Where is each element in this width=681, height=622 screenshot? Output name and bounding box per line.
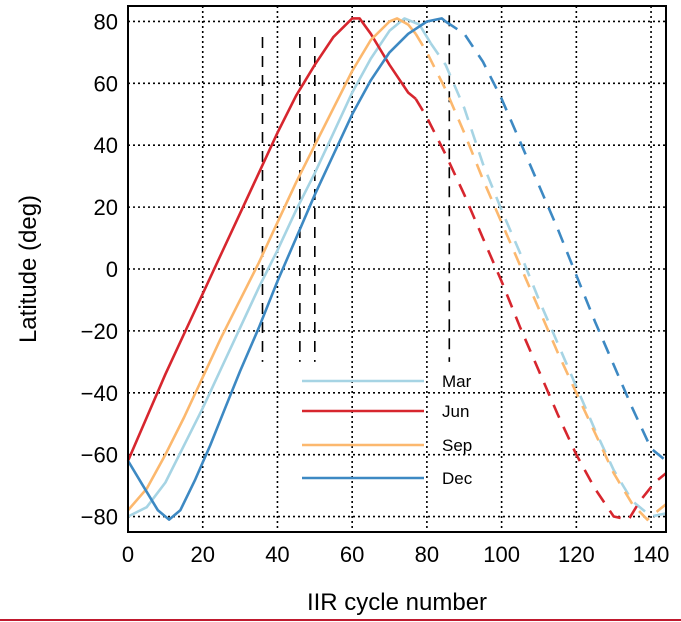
legend: Mar Jun Sep Dec xyxy=(302,372,473,488)
series-line-dec-solid xyxy=(126,17,447,521)
y-tick-label: 0 xyxy=(106,257,118,282)
plot-frame xyxy=(127,5,667,533)
x-tick-label: 0 xyxy=(122,542,134,567)
series-line-mar-dashed xyxy=(429,42,667,518)
series-group xyxy=(126,17,667,522)
y-tick-labels: −80 −60 −40 −20 0 20 40 60 80 xyxy=(81,9,118,529)
y-tick-label: 20 xyxy=(94,195,118,220)
x-tick-label: 120 xyxy=(558,542,595,567)
series-line-dec-dashed xyxy=(444,20,667,462)
y-tick-label: −40 xyxy=(81,381,118,406)
series-line-sep-solid xyxy=(127,17,417,512)
legend-label-mar: Mar xyxy=(442,372,472,391)
y-tick-label: −20 xyxy=(81,319,118,344)
legend-label-sep: Sep xyxy=(442,436,472,455)
series-line-mar-solid xyxy=(127,17,432,518)
y-tick-label: −80 xyxy=(81,505,118,530)
y-tick-label: 40 xyxy=(94,133,118,158)
x-tick-label: 140 xyxy=(633,542,670,567)
x-tick-label: 80 xyxy=(415,542,439,567)
x-tick-label: 100 xyxy=(483,542,520,567)
series-line-jun-dashed xyxy=(414,98,667,522)
legend-label-jun: Jun xyxy=(442,402,469,421)
series-line-sep-dashed xyxy=(414,33,667,522)
x-tick-labels: 0 20 40 60 80 100 120 140 xyxy=(122,542,670,567)
y-tick-label: 80 xyxy=(94,9,118,34)
x-tick-label: 60 xyxy=(340,542,364,567)
grid xyxy=(128,6,666,532)
x-tick-label: 20 xyxy=(190,542,214,567)
legend-label-dec: Dec xyxy=(442,469,473,488)
y-axis-title: Latitude (deg) xyxy=(15,195,42,343)
x-axis-title: IIR cycle number xyxy=(307,589,487,616)
series-line-jun-solid xyxy=(126,17,417,462)
y-tick-label: 60 xyxy=(94,71,118,96)
y-tick-label: −60 xyxy=(81,443,118,468)
x-tick-label: 40 xyxy=(265,542,289,567)
